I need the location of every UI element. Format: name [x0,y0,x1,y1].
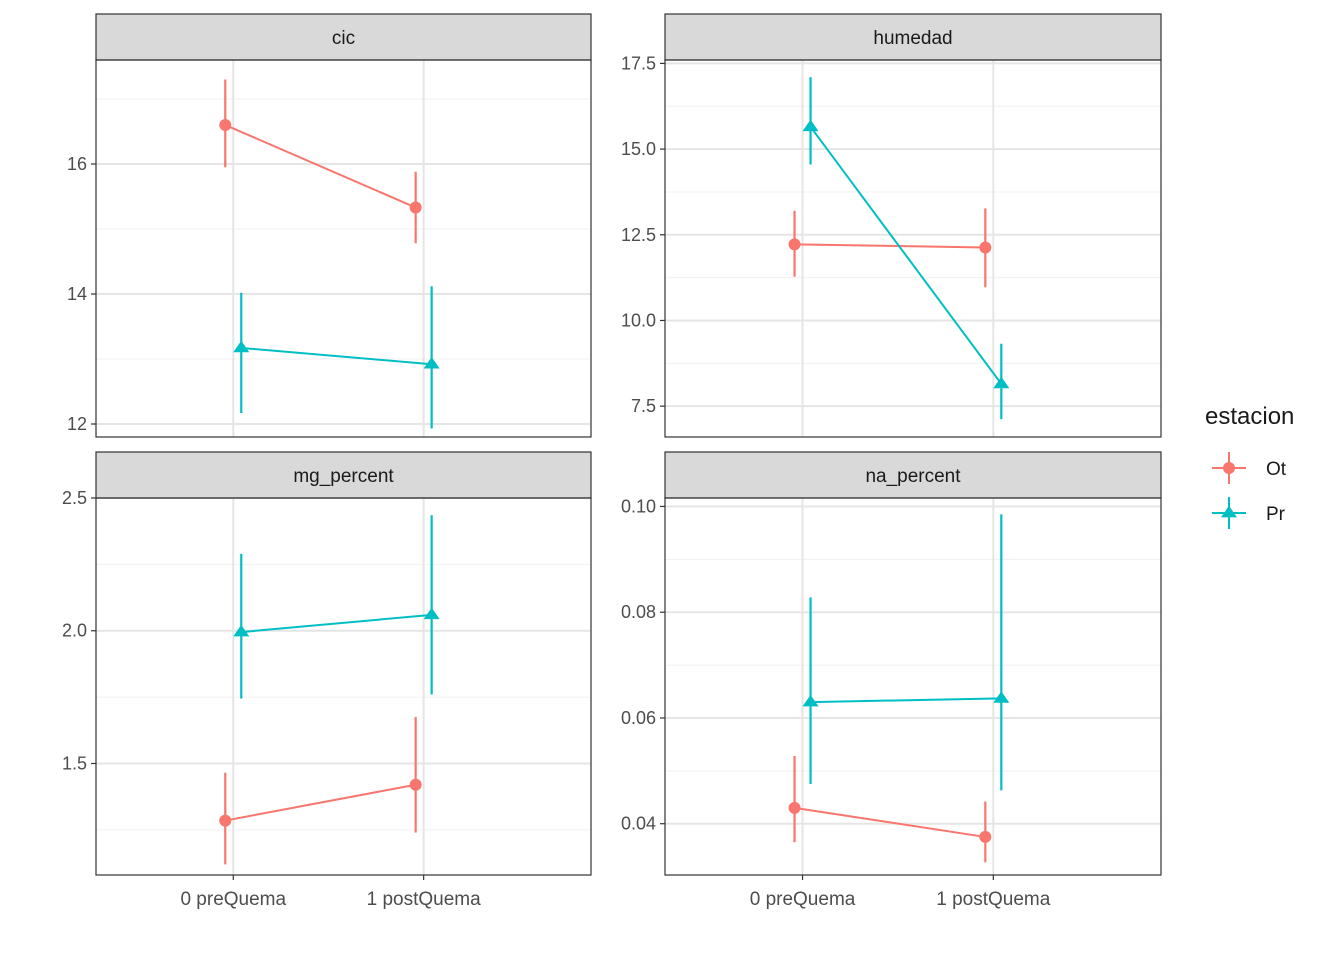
x-tick-label: 1 postQuema [936,889,1050,910]
data-point-circle [979,241,992,254]
data-point-triangle [233,624,250,637]
y-tick-label: 2.5 [62,488,87,508]
y-tick-label: 1.5 [62,753,87,773]
data-point-circle [409,201,422,214]
series-line [241,613,432,634]
facet-panel-mg-percent: mg_percent 1.5 2.0 2.5 0 preQuema 1 postQuema [62,451,592,910]
data-point-triangle [802,119,819,132]
series-Ot [788,208,992,288]
panel-border [95,497,592,876]
strip-background [664,451,1162,499]
data-point-triangle [993,376,1010,389]
series-line [224,124,417,209]
panel-strip-title: na_percent [865,466,961,487]
data-point-circle [979,830,992,843]
series-Ot [219,717,422,865]
panel-strip-title: mg_percent [293,466,394,487]
x-tick-label: 1 postQuema [367,889,481,910]
series-Pr [802,77,1010,420]
legend-label: Ot [1266,459,1287,480]
y-tick-label: 0.04 [621,814,656,834]
data-point-circle [219,119,232,131]
data-point-triangle [993,691,1010,703]
series-line [794,243,986,249]
y-tick-label: 16 [67,154,87,174]
facet-panel-na-percent: na_percent 0.04 0.06 0.08 0.10 0 preQuema 1 po… [621,451,1162,910]
legend-entry-Ot: Ot [1212,452,1287,484]
x-tick-label: 0 preQuema [180,889,286,910]
y-tick-label: 0.10 [621,496,656,516]
y-tick-label: 2.0 [62,621,87,641]
series-line [241,346,432,366]
series-line [810,697,1002,704]
x-tick-label: 0 preQuema [750,889,856,910]
strip-background [95,451,592,499]
series-Pr [233,286,440,429]
series-line [809,126,1003,385]
data-point-circle [219,814,232,827]
legend-key-triangle [1221,505,1237,518]
panel-border [664,497,1162,876]
data-point-triangle [423,607,440,620]
legend-entry-Pr: Pr [1212,497,1286,529]
series-Pr [802,514,1010,791]
panel-background [665,498,1161,875]
y-tick-label: 12.5 [621,225,656,245]
data-point-circle [788,238,801,251]
strip-background [95,13,592,61]
y-tick-label: 14 [67,284,87,304]
panel-background [96,60,591,437]
panel-strip-title: cic [332,28,355,49]
y-tick-label: 0.06 [621,708,656,728]
data-point-circle [409,778,422,791]
data-point-circle [788,801,801,814]
strip-background [664,13,1162,61]
y-tick-label: 15.0 [621,139,656,159]
y-tick-label: 7.5 [631,396,656,416]
series-line [794,806,986,838]
facet-panel-cic: cic 12 14 16 [67,13,592,438]
panel-background [96,498,591,875]
legend-label: Pr [1266,504,1286,525]
legend: estacion Ot Pr [1205,403,1294,529]
data-point-triangle [423,357,440,369]
panel-border [664,59,1162,438]
series-Ot [219,79,422,244]
data-point-triangle [233,340,250,353]
y-tick-label: 12 [67,414,87,434]
panel-background [665,60,1161,437]
panel-strip-title: humedad [873,28,952,49]
y-tick-label: 17.5 [621,53,656,73]
facet-panel-humedad: humedad 7.5 10.0 12.5 15.0 17.5 [621,13,1162,438]
series-Pr [233,515,440,699]
panel-border [95,59,592,438]
y-tick-label: 0.08 [621,602,656,622]
legend-key-circle [1223,462,1235,474]
legend-title: estacion [1205,403,1294,430]
data-point-triangle [802,694,819,707]
series-line [225,783,416,822]
y-tick-label: 10.0 [621,310,656,330]
series-Ot [788,756,992,863]
